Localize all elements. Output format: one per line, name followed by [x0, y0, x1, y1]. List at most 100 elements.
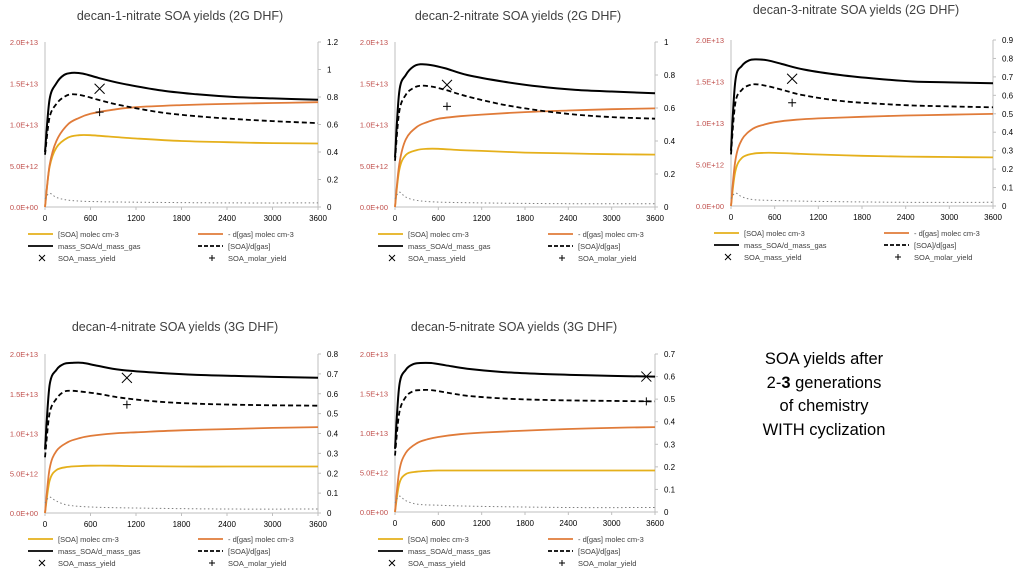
x-tick-label: 0 — [43, 520, 48, 529]
x-tick-label: 3000 — [264, 520, 282, 529]
mass-ratio-series-line — [44, 361, 319, 450]
left-tick-label: 1.0E+13 — [360, 121, 388, 130]
left-tick-label: 5.0E+12 — [10, 469, 38, 478]
chart-decan-4-nitrate: decan-4-nitrate SOA yields (3G DHF) 0.0E+… — [10, 320, 339, 568]
left-tick-label: 1.5E+13 — [360, 390, 388, 399]
legend-mass-ratio-label: mass_SOA/d_mass_gas — [744, 241, 827, 250]
left-tick-label: 0.0E+00 — [360, 203, 388, 212]
right-tick-label: 1 — [664, 38, 669, 47]
right-tick-label: 0.8 — [664, 71, 676, 80]
left-tick-label: 0.0E+00 — [10, 203, 38, 212]
legend-molar-ratio-label: [SOA]/d[gas] — [578, 547, 621, 556]
left-tick-label: 1.0E+13 — [10, 430, 38, 439]
right-tick-label: 1.2 — [327, 38, 339, 47]
x-tick-label: 3600 — [646, 519, 664, 528]
right-tick-label: 0.6 — [664, 373, 676, 382]
x-tick-label: 3600 — [309, 214, 327, 223]
soa-series-line — [44, 464, 318, 514]
left-tick-label: 2.0E+13 — [696, 36, 724, 45]
x-tick-label: 2400 — [897, 213, 915, 222]
right-tick-label: 0.8 — [1002, 54, 1014, 63]
legend-molar-yield-label: SOA_molar_yield — [228, 559, 286, 568]
legend-mass-yield-swatch — [724, 253, 732, 261]
x-tick-label: 1800 — [173, 520, 191, 529]
x-tick-label: 2400 — [218, 520, 236, 529]
legend-mass-ratio-label: mass_SOA/d_mass_gas — [58, 547, 141, 556]
right-tick-label: 0.2 — [327, 176, 339, 185]
right-tick-label: 0.4 — [664, 418, 676, 427]
legend-dgas-label: - d[gas] molec cm-3 — [228, 230, 294, 239]
x-tick-label: 3600 — [646, 214, 664, 223]
right-tick-label: 0.2 — [327, 469, 339, 478]
soa-molar-yield-marker — [788, 98, 797, 107]
legend-soa-label: [SOA] molec cm-3 — [408, 535, 469, 544]
legend-molar-yield-swatch — [895, 254, 901, 260]
note-line-2-pre: 2- — [766, 373, 782, 392]
x-tick-label: 1200 — [473, 519, 491, 528]
right-tick-label: 0.3 — [664, 440, 676, 449]
x-tick-label: 3000 — [603, 519, 621, 528]
legend-dgas-label: - d[gas] molec cm-3 — [228, 535, 294, 544]
left-tick-label: 1.5E+13 — [10, 390, 38, 399]
x-tick-label: 1800 — [173, 214, 191, 223]
legend-mass-ratio-label: mass_SOA/d_mass_gas — [408, 547, 491, 556]
legend-soa-label: [SOA] molec cm-3 — [408, 230, 469, 239]
left-tick-label: 5.0E+12 — [360, 162, 388, 171]
legend-mass-yield-swatch — [38, 559, 46, 567]
chart-decan-3-nitrate: decan-3-nitrate SOA yields (2G DHF) 0.0E+… — [696, 3, 1014, 262]
soa-molar-yield-marker — [642, 397, 651, 406]
chart-decan-5-nitrate: decan-5-nitrate SOA yields (3G DHF) 0.0E+… — [360, 320, 676, 568]
legend-molar-ratio-label: [SOA]/d[gas] — [914, 241, 957, 250]
right-tick-label: 0 — [327, 203, 332, 212]
chart-title: decan-3-nitrate SOA yields (2G DHF) — [753, 3, 959, 17]
left-tick-label: 1.5E+13 — [360, 79, 388, 88]
right-tick-label: 0.4 — [1002, 128, 1014, 137]
x-tick-label: 600 — [432, 214, 446, 223]
right-tick-label: 0.3 — [327, 449, 339, 458]
right-tick-label: 0.5 — [327, 410, 339, 419]
left-tick-label: 1.5E+13 — [10, 79, 38, 88]
soa-series-line — [394, 469, 655, 513]
right-tick-label: 0.2 — [664, 170, 676, 179]
x-tick-label: 1200 — [127, 520, 145, 529]
right-tick-label: 0.8 — [327, 93, 339, 102]
x-tick-label: 1200 — [127, 214, 145, 223]
molar-ratio-series-line — [730, 83, 994, 155]
left-tick-label: 2.0E+13 — [360, 350, 388, 359]
x-tick-label: 1200 — [473, 214, 491, 223]
chart-decan-1-nitrate: decan-1-nitrate SOA yields (2G DHF) 0.0E+… — [10, 9, 339, 263]
right-tick-label: 0.2 — [1002, 165, 1014, 174]
dotted-series-line — [44, 192, 319, 204]
soa-molar-yield-marker — [122, 400, 131, 409]
right-tick-label: 0.1 — [327, 489, 339, 498]
chart-title: decan-5-nitrate SOA yields (3G DHF) — [411, 320, 617, 334]
chart-title: decan-2-nitrate SOA yields (2G DHF) — [415, 9, 621, 23]
mass-ratio-series-line — [730, 58, 994, 151]
note-line-2-post: generations — [790, 373, 882, 392]
x-tick-label: 600 — [84, 520, 98, 529]
left-tick-label: 0.0E+00 — [696, 202, 724, 211]
legend-dgas-label: - d[gas] molec cm-3 — [914, 229, 980, 238]
right-tick-label: 0.7 — [664, 350, 676, 359]
legend-molar-ratio-label: [SOA]/d[gas] — [228, 242, 271, 251]
x-tick-label: 0 — [729, 213, 734, 222]
legend-mass-yield-label: SOA_mass_yield — [58, 559, 116, 568]
molar-ratio-series-line — [44, 389, 319, 458]
x-tick-label: 2400 — [559, 519, 577, 528]
legend-mass-yield-swatch — [388, 254, 396, 262]
legend-molar-yield-swatch — [209, 255, 215, 261]
right-tick-label: 0.6 — [1002, 91, 1014, 100]
x-tick-label: 3600 — [309, 520, 327, 529]
right-tick-label: 0.5 — [664, 395, 676, 404]
legend-mass-yield-label: SOA_mass_yield — [58, 254, 116, 263]
x-tick-label: 600 — [768, 213, 782, 222]
soa-series-line — [44, 134, 319, 208]
right-tick-label: 0.1 — [1002, 184, 1014, 193]
legend-mass-yield-label: SOA_mass_yield — [408, 559, 466, 568]
left-tick-label: 0.0E+00 — [360, 508, 388, 517]
x-tick-label: 3000 — [264, 214, 282, 223]
dgas-series-line — [730, 113, 994, 207]
left-tick-label: 5.0E+12 — [696, 161, 724, 170]
chart-panel-decan-2: decan-2-nitrate SOA yields (2G DHF) 0.0E+… — [350, 0, 676, 270]
legend-mass-yield-label: SOA_mass_yield — [744, 253, 802, 262]
